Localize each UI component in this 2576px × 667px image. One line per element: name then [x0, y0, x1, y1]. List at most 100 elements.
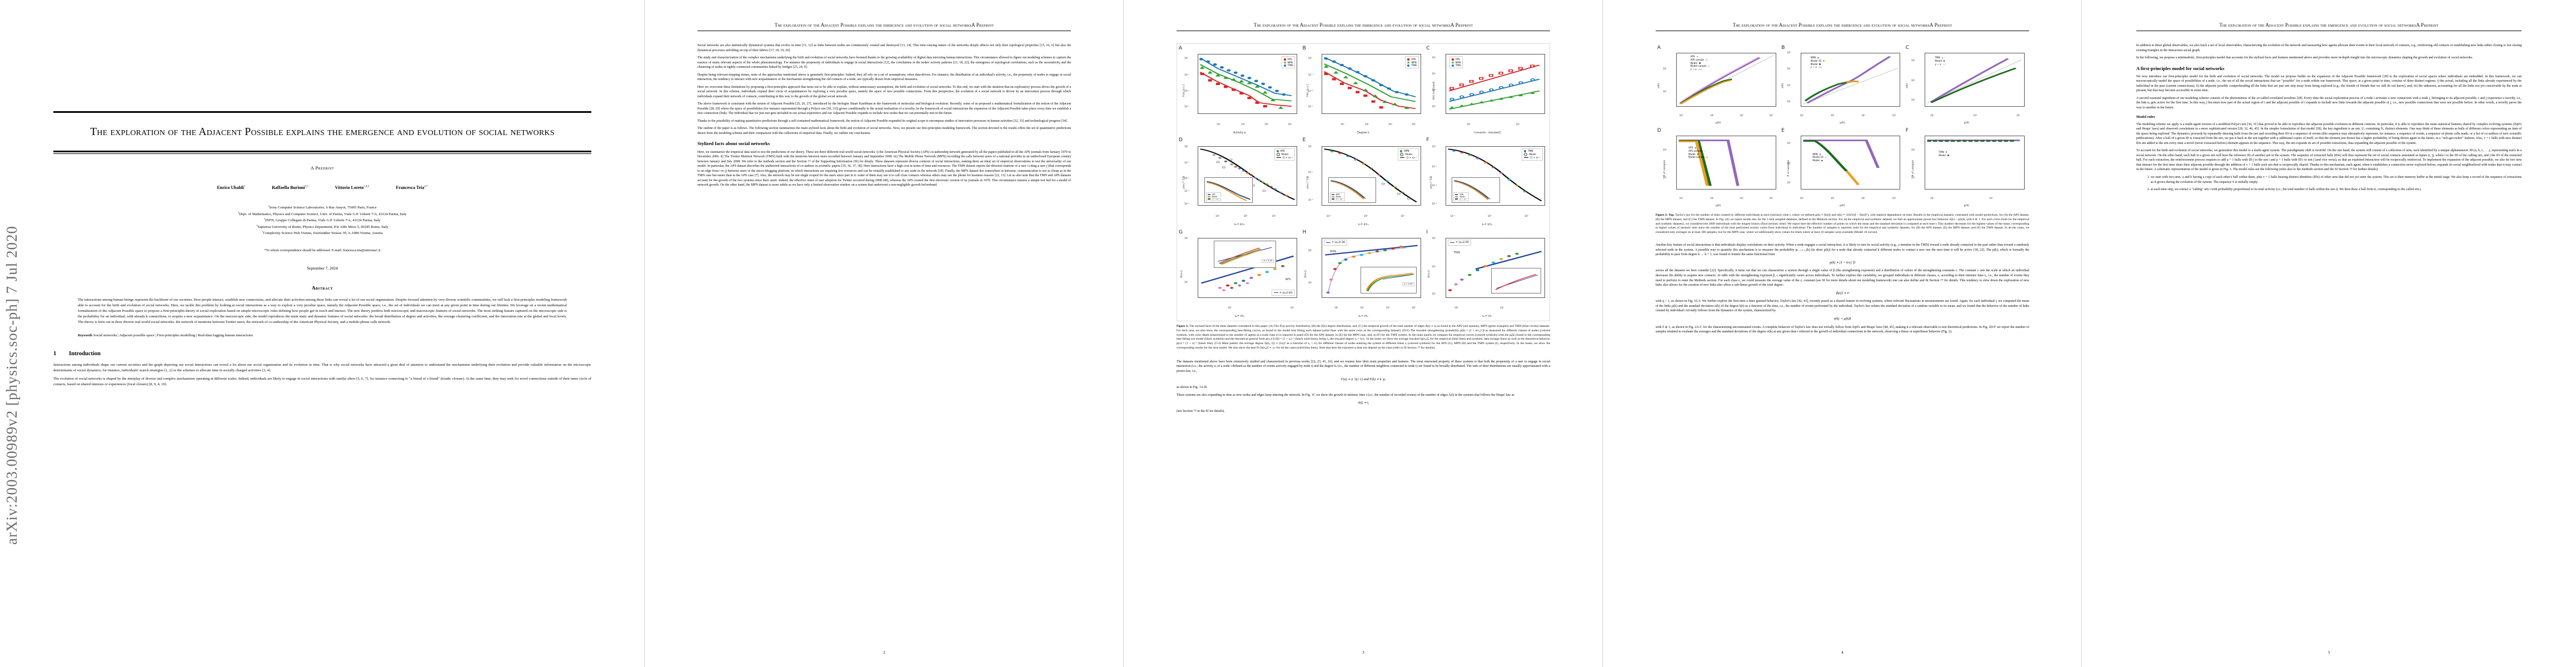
- legend-label: Model: [1281, 152, 1289, 156]
- legend-label: y ~ x: [1935, 62, 1941, 66]
- x-axis-label: xₑ= t/tₑ: [1234, 315, 1245, 318]
- inset-fit-label: q = 0.45: [1262, 259, 1274, 263]
- legend: APS MPN TMN: [1449, 56, 1463, 69]
- x-tick: 10¹: [1830, 114, 1835, 117]
- y-tick: 10²: [1787, 67, 1791, 71]
- x-axis-label: xₑ= k/cₑ: [1482, 223, 1493, 226]
- running-head-text: The exploration of the Adjacent Possible…: [1253, 22, 1451, 28]
- running-head-suffix: A Preprint: [1929, 22, 1952, 28]
- x-axis-label: Degree k: [1357, 131, 1369, 135]
- legend: APS APS sample Model Model sample y ~ x: [1689, 54, 1712, 72]
- legend: MPN Model 10 Model: [1811, 152, 1828, 163]
- affiliation-text: Sony Computer Science Laboratories, 6 Ru…: [269, 206, 377, 210]
- legend-item: TMN: [1455, 193, 1467, 196]
- figure-2-panel-C: C σ(k) 10² 10¹ 10⁰: [1905, 44, 2029, 126]
- paper-page-4: The exploration of the Adjacent Possible…: [1603, 0, 2082, 667]
- legend-item: MPN: [1811, 56, 1825, 59]
- affiliation-text: Sapienza University of Rome, Physics Dep…: [257, 225, 388, 229]
- legend-label: MPN: [1812, 152, 1818, 156]
- legend-label: (1 + x)⁻¹: [1212, 198, 1220, 201]
- x-axis-label: μ(k): [1715, 205, 1721, 208]
- y-tick: 10⁻¹: [1308, 170, 1313, 173]
- paragraph: The evolution of social networks is shap…: [53, 377, 591, 387]
- legend-label: Model: [1336, 195, 1341, 198]
- paragraph: with δ ≳ 1, as shown in Fig. 2A-C for th…: [1655, 325, 2030, 334]
- x-tick: 10²: [1365, 122, 1369, 126]
- x-tick: 10⁰: [1679, 197, 1683, 200]
- legend-item: MPN: [1812, 153, 1826, 156]
- legend-item: TMN: [1283, 64, 1293, 67]
- author-name: Francesca Tria: [396, 185, 425, 191]
- paragraph: The datasets mentioned above have been e…: [1176, 360, 1551, 373]
- affiliation-marker: 2: [238, 211, 240, 214]
- y-tick: 10⁰: [1308, 281, 1312, 285]
- x-tick: 10²: [1861, 114, 1866, 117]
- legend-label: APS: [1287, 57, 1292, 61]
- series-svg: [1448, 148, 1542, 201]
- figure-caption-text: Taylor's law for the number of links cre…: [1655, 213, 2030, 235]
- legend-swatch-model: [1943, 60, 1945, 62]
- legend: APS MPN TMN: [1281, 56, 1295, 69]
- y-tick: 10¹: [1787, 181, 1791, 185]
- inset-svg: [1366, 272, 1414, 291]
- x-tick: 10¹: [1516, 122, 1520, 126]
- x-tick: 10⁰: [1800, 114, 1804, 117]
- legend-swatch-model: [1455, 196, 1458, 197]
- x-tick: 10²: [2016, 114, 2020, 117]
- series-svg: [1199, 58, 1292, 109]
- legend-item: APS: [1688, 146, 1708, 150]
- legend-item: Model 10: [1812, 156, 1827, 159]
- legend-swatch-model-sample: [1706, 156, 1708, 158]
- plot-area: APS Model (1 + x)⁻¹: [1198, 146, 1297, 206]
- affiliation: 1Sony Computer Science Laboratories, 6 R…: [53, 205, 591, 211]
- legend-label: TMN: [1411, 64, 1417, 67]
- series-svg: [1200, 148, 1296, 200]
- equation-2: A(t) ∝ tᵧ: [1357, 401, 1369, 405]
- legend: TMN Model: [1937, 150, 1950, 157]
- paragraph: To account for the birth and evolution o…: [2136, 149, 2522, 172]
- running-head-text: The exploration of the Adjacent Possible…: [774, 22, 971, 28]
- legend: MPN Model 10 Model y ~ x: [1809, 56, 1826, 70]
- x-tick: 10¹: [1334, 306, 1338, 310]
- subsection-heading-model-rules: Model rules: [2136, 115, 2155, 120]
- y-tick: 10³: [1787, 51, 1791, 54]
- legend-swatch-tmn: [1941, 57, 1944, 59]
- paper-page-2: The exploration of the Adjacent Possible…: [645, 0, 1124, 667]
- legend-swatch-model: [1819, 63, 1821, 65]
- legend-item: (1 + x)⁻¹: [1276, 156, 1293, 160]
- figure-2-panel-A: A σ(k) 10¹ 10⁰: [1656, 44, 1780, 126]
- legend-item: APS: [1276, 150, 1293, 153]
- figure-1-panel-F: F p(xₑ)^1/β 10⁰ 10⁻¹ 10⁻² 10⁻³: [1426, 137, 1549, 228]
- figure-1-panel-G: G ⟨k(xₑ)⟩ 10² 10¹: [1178, 228, 1301, 320]
- title-rule-bottom-thin: [53, 153, 591, 155]
- author-affil-marker: 2,3: [305, 185, 308, 188]
- legend-swatch-fit: [1273, 292, 1278, 293]
- author-name: Enrico Ubaldi: [217, 185, 244, 191]
- legend-label: APS sample: [1688, 149, 1702, 152]
- inset-fit-label: q = 0.32: [1402, 282, 1414, 287]
- inset-legend: TMN Model (1 + x)⁻¹: [1453, 192, 1469, 202]
- figure-1-panel-A: A F(a) [a.u.] 10⁰ 10⁻³ 10⁻⁶ 10⁻⁹: [1178, 45, 1301, 136]
- y-tick: 10²: [1911, 59, 1915, 62]
- x-tick: 10⁰: [1215, 214, 1219, 217]
- legend-label: TMN: [1287, 64, 1293, 67]
- x-tick: 10²: [1228, 306, 1232, 310]
- inset-svg: [1206, 181, 1250, 201]
- x-axis-label: xₚ= t/tₑ: [1358, 315, 1368, 318]
- x-axis-label: xₑ= k/cₑ: [1358, 223, 1369, 226]
- y-tick: 10³: [1787, 142, 1791, 145]
- paragraph: Despite being relevant stepping stones, …: [697, 73, 1072, 82]
- inset-svg: [1330, 180, 1366, 200]
- x-axis-label: μ(k): [1840, 205, 1845, 208]
- panel-label: B: [1781, 45, 1785, 51]
- panel-label: F: [1905, 128, 1909, 133]
- legend-item: tᵠ (q=0.56): [1449, 241, 1469, 244]
- legend-item: TMN: [1939, 151, 1949, 154]
- legend-item: APS sample: [1688, 150, 1708, 153]
- title-rule-bottom: [53, 151, 591, 153]
- y-axis-label: p(xₑ)^1/β: [1306, 176, 1309, 189]
- paper-date: September 7, 2024: [307, 266, 338, 271]
- figure-1-panel-H: H ⟨k(xₑ)⟩ 10¹ 10⁰: [1302, 228, 1425, 320]
- legend-item: Model: [1207, 196, 1220, 198]
- y-tick: 10¹: [1787, 83, 1791, 87]
